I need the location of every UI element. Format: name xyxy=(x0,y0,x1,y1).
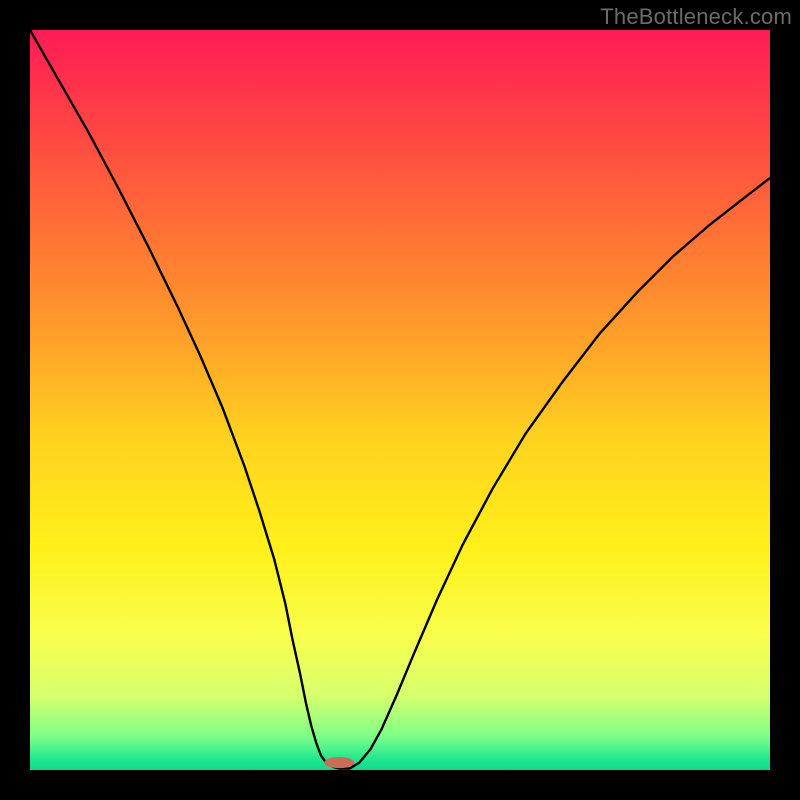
bottleneck-curve xyxy=(30,30,770,769)
minimum-marker xyxy=(325,757,355,769)
chart-root: TheBottleneck.com xyxy=(0,0,800,800)
watermark-text: TheBottleneck.com xyxy=(600,4,792,30)
curve-svg xyxy=(30,30,770,770)
plot-area xyxy=(30,30,770,770)
